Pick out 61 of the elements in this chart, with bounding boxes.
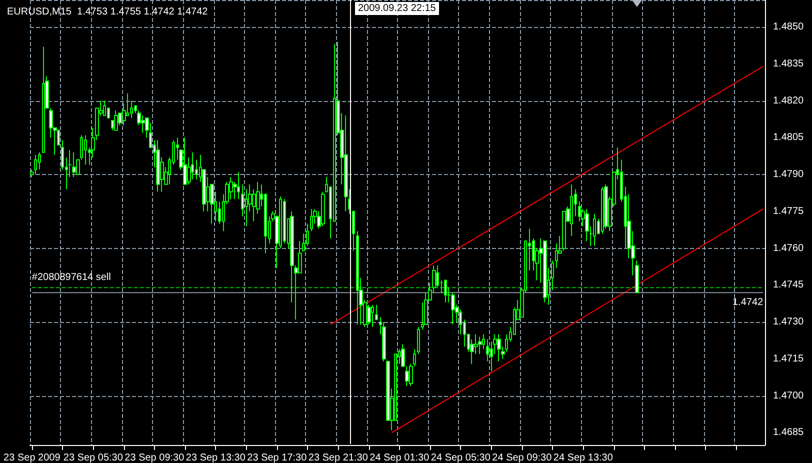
y-tick-label: 1.4760 (773, 242, 804, 254)
candlestick (310, 208, 313, 232)
y-tick-label: 1.4820 (773, 95, 804, 106)
candlestick (417, 326, 420, 355)
y-tick-label: 1.4745 (773, 280, 804, 291)
candlestick (570, 184, 573, 237)
candlestick (156, 140, 160, 192)
candlestick (237, 172, 240, 200)
x-tick-label: 24 Sep 05:30 (430, 452, 491, 463)
y-tick-label: 1.4700 (773, 390, 804, 402)
candlestick (352, 210, 355, 252)
x-tick-label: 23 Sep 21:30 (308, 452, 368, 463)
candlestick (103, 100, 106, 116)
ref-line-label: 1.4742 (732, 297, 764, 308)
candlestick (367, 304, 371, 326)
ref-line-label: #2080897614 sell (32, 272, 111, 284)
candlestick (551, 260, 554, 291)
candlestick (229, 176, 233, 200)
y-tick-label: 1.4835 (773, 58, 804, 70)
x-tick-label: 23 Sep 09:30 (124, 452, 185, 463)
x-tick-label: 23 Sep 17:30 (247, 452, 308, 463)
candlestick (38, 152, 41, 170)
candlestick (183, 137, 187, 185)
candlestick (562, 210, 566, 252)
candlestick (601, 186, 604, 234)
candlestick (344, 115, 348, 212)
candlestick (593, 213, 596, 246)
y-tick-label: 1.4715 (773, 353, 804, 364)
y-tick-label: 1.4790 (773, 169, 804, 180)
candlestick (34, 154, 37, 176)
y-tick-label: 1.4850 (773, 22, 804, 33)
x-tick-label: 23 Sep 2009 (4, 452, 61, 463)
y-tick-label: 1.4730 (773, 316, 804, 328)
candlestick (371, 304, 374, 328)
candlestick (245, 188, 248, 227)
candlestick (497, 334, 501, 362)
candlestick (543, 240, 547, 303)
candlestick (635, 260, 639, 294)
text: EURUSD,M15 1.4753 1.4755 1.4742 1.4742 (7, 6, 208, 18)
x-tick-label: 24 Sep 09:30 (492, 452, 552, 463)
annotation: 2009.09.23 22:15 (355, 2, 439, 15)
candlestick (72, 152, 76, 178)
candlestick (375, 304, 378, 320)
candlestick (114, 110, 118, 131)
candlestick (84, 134, 87, 166)
x-tick-label: 24 Sep 01:30 (370, 452, 430, 463)
x-tick-label: 23 Sep 13:30 (186, 452, 246, 463)
y-tick-label: 1.4775 (773, 206, 804, 217)
candlestick (356, 230, 359, 326)
candlestick (604, 184, 608, 230)
x-tick-label: 23 Sep 05:30 (63, 452, 124, 463)
candlestick (578, 201, 581, 222)
candlestick (482, 334, 485, 350)
candlestick (42, 46, 45, 153)
x-tick-label: 24 Sep 13:30 (553, 452, 614, 463)
candlestick (444, 280, 447, 303)
y-tick-label: 1.4685 (773, 427, 804, 438)
y-tick-label: 1.4805 (773, 132, 804, 144)
candlestick (478, 336, 482, 355)
candlestick (436, 265, 439, 288)
candlestick (321, 191, 325, 227)
